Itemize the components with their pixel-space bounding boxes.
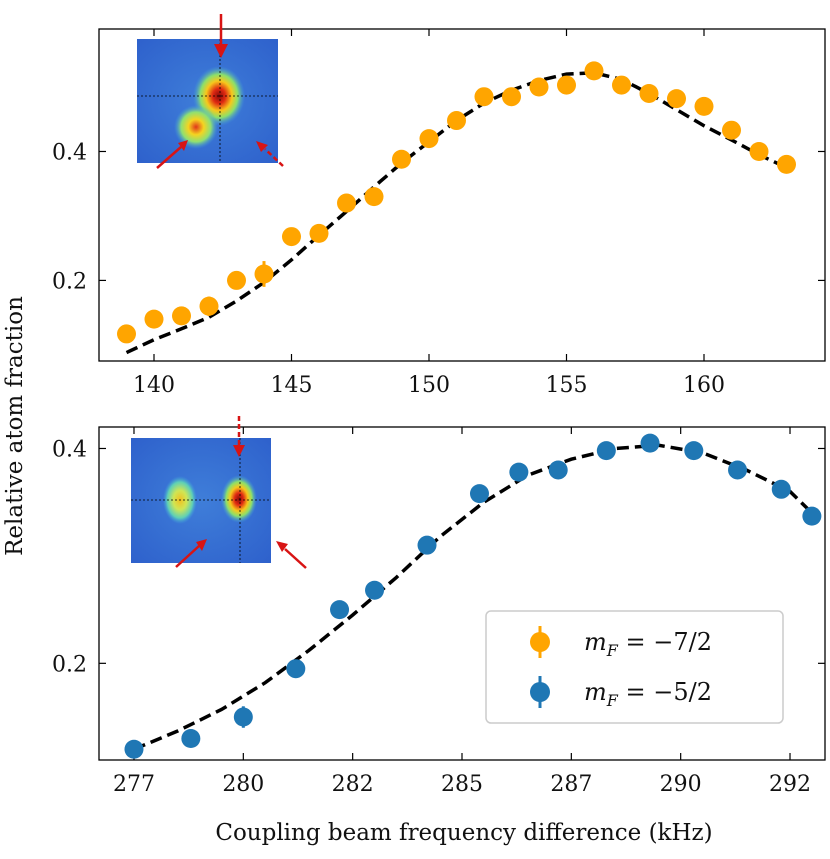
bottom-inset-arrow-up-left-shaft <box>284 548 307 569</box>
legend: mF = −7/2 mF = −5/2 <box>485 610 784 724</box>
bottom-data-point <box>771 479 791 499</box>
bottom-data-point <box>509 462 529 482</box>
top-inset-arrow-up-left-shaft <box>264 148 284 167</box>
bottom-inset-arrow-down-head <box>233 445 245 457</box>
bottom-data-point <box>640 433 660 453</box>
top-data-point <box>172 306 191 326</box>
top-inset-image <box>137 14 284 169</box>
top-data-point <box>254 264 274 284</box>
top-data-point <box>392 149 411 169</box>
top-xtick-label: 155 <box>546 373 588 398</box>
top-data-point <box>584 61 604 81</box>
top-data-point <box>309 223 329 243</box>
top-xtick-label: 140 <box>133 373 175 398</box>
bottom-ytick-label: 0.4 <box>52 437 87 462</box>
top-data-point <box>612 75 631 95</box>
bottom-data-point <box>548 460 568 480</box>
top-ytick-label: 0.4 <box>52 140 87 165</box>
top-xtick-label: 145 <box>271 373 313 398</box>
top-ytick-label: 0.2 <box>52 269 87 294</box>
legend-label-orange: mF = −7/2 <box>584 628 712 660</box>
top-inset-cloud-left <box>174 105 218 149</box>
bottom-inset-arrow-up-right-head <box>196 539 207 551</box>
top-data-point <box>447 111 466 131</box>
top-data-point <box>282 227 301 247</box>
top-inset-arrow-up-right-shaft <box>156 146 182 169</box>
top-ticks: 140 145 150 155 160 0.2 0.4 <box>52 29 825 398</box>
legend-marker-blue <box>530 682 550 702</box>
top-inset-arrow-up-left-head <box>256 141 268 152</box>
bottom-xtick-label: 285 <box>441 772 483 797</box>
top-data-point <box>722 120 741 140</box>
bottom-data-point <box>233 707 253 727</box>
legend-marker-orange <box>530 632 550 652</box>
y-axis-label: Relative atom fraction <box>2 296 28 556</box>
top-data-point <box>144 309 164 329</box>
bottom-data-point <box>124 739 144 759</box>
bottom-xtick-label: 292 <box>769 772 811 797</box>
bottom-inset-arrow-up-right-shaft <box>175 545 200 568</box>
top-axes-frame <box>98 28 826 362</box>
bottom-data-points <box>124 433 822 759</box>
top-xtick-label: 150 <box>408 373 450 398</box>
top-data-point <box>474 87 494 107</box>
bottom-ytick-label: 0.2 <box>52 652 87 677</box>
bottom-xtick-label: 282 <box>332 772 374 797</box>
bottom-data-point <box>365 580 385 600</box>
bottom-data-point <box>684 441 704 461</box>
bottom-data-point <box>286 659 306 679</box>
legend-entry-blue: mF = −5/2 <box>530 676 712 710</box>
bottom-data-point <box>330 600 350 620</box>
top-inset-arrow-up-right-head <box>178 140 188 151</box>
top-data-point <box>117 324 136 344</box>
top-inset-arrow-down-head <box>214 44 228 58</box>
top-data-point <box>419 129 439 149</box>
x-axis-label: Coupling beam frequency difference (kHz) <box>215 820 712 846</box>
bottom-data-point <box>802 506 822 526</box>
bottom-data-point <box>417 535 437 555</box>
legend-box <box>485 610 784 724</box>
bottom-inset-image <box>131 416 307 569</box>
top-data-point <box>337 193 356 213</box>
top-data-point <box>749 141 769 161</box>
top-data-point <box>667 89 686 109</box>
top-data-point <box>364 187 384 207</box>
top-data-points <box>117 61 796 344</box>
top-data-point <box>227 270 246 290</box>
bottom-fit-curve <box>133 443 814 751</box>
bottom-panel: 277 280 282 285 287 290 292 0.2 0.4 mF = −7/2 mF… <box>52 416 826 797</box>
bottom-xtick-label: 290 <box>660 772 702 797</box>
top-data-point <box>502 87 521 107</box>
bottom-xtick-label: 287 <box>550 772 592 797</box>
bottom-xtick-label: 280 <box>222 772 264 797</box>
legend-label-blue: mF = −5/2 <box>584 678 712 710</box>
top-data-point <box>557 75 576 95</box>
top-data-point <box>529 77 549 97</box>
legend-entry-orange: mF = −7/2 <box>530 626 712 660</box>
bottom-ticks: 277 280 282 285 287 290 292 0.2 0.4 <box>52 427 825 797</box>
top-panel: 140 145 150 155 160 0.2 0.4 <box>52 14 826 398</box>
bottom-data-point <box>728 460 748 480</box>
top-data-point <box>639 83 659 103</box>
top-xtick-label: 160 <box>683 373 725 398</box>
top-data-point <box>694 96 714 116</box>
top-data-point <box>777 154 796 174</box>
bottom-data-point <box>181 729 201 749</box>
bottom-inset-arrow-up-left-head <box>276 541 288 552</box>
top-data-point <box>199 296 219 316</box>
bottom-data-point <box>596 441 616 461</box>
bottom-xtick-label: 277 <box>113 772 155 797</box>
bottom-data-point <box>469 484 489 504</box>
bottom-inset-cloud-right <box>221 475 257 523</box>
